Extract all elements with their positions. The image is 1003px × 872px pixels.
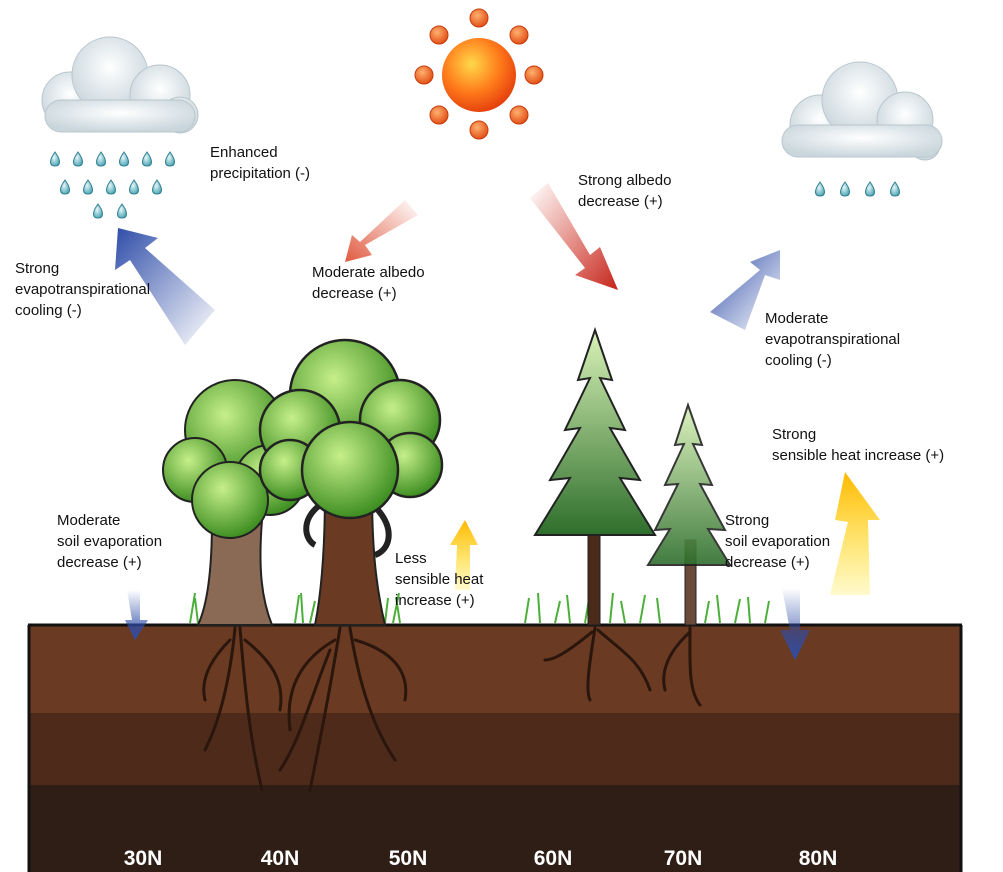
cloud	[42, 37, 198, 133]
annotation-line: decrease (+)	[312, 285, 397, 302]
soil-top	[28, 625, 962, 715]
annotation-line: Less	[395, 550, 427, 567]
rain-drop	[118, 204, 127, 218]
conifer	[648, 405, 730, 565]
annotation: Enhanced precipitation (-)	[210, 144, 310, 182]
rain-drop	[143, 152, 152, 166]
annotation-line: evapotranspirational	[15, 281, 150, 298]
latitude-label: 80N	[799, 847, 838, 870]
latitude-label: 60N	[534, 847, 573, 870]
annotation: Strong albedo decrease (+)	[578, 172, 671, 210]
annotation-line: Enhanced	[210, 144, 278, 161]
annotation-line: cooling (-)	[765, 352, 832, 369]
annotation-line: Strong albedo	[578, 172, 671, 189]
annotation-line: Strong	[725, 512, 769, 529]
annotation-line: Moderate albedo	[312, 264, 425, 281]
annotation-line: decrease (+)	[57, 554, 142, 571]
cloud	[782, 62, 942, 160]
annotation-line: decrease (+)	[578, 193, 663, 210]
annotation-line: sensible heat	[395, 571, 484, 588]
annotation: Strong sensible heat increase (+)	[772, 426, 944, 464]
annotation: Strong soil evaporation decrease (+)	[725, 512, 830, 571]
rain	[51, 152, 900, 218]
latitude-label: 50N	[389, 847, 428, 870]
rain-drop	[866, 182, 875, 196]
annotation-line: Strong	[15, 260, 59, 277]
annotation-line: sensible heat increase (+)	[772, 447, 944, 464]
annotation-line: Moderate	[57, 512, 120, 529]
annotation-line: Moderate	[765, 310, 828, 327]
rain-drop	[841, 182, 850, 196]
annotation: Strong evapotranspirational cooling (-)	[15, 260, 150, 319]
rain-drop	[166, 152, 175, 166]
annotation: Moderate albedo decrease (+)	[312, 264, 425, 302]
rain-drop	[97, 152, 106, 166]
rain-drop	[107, 180, 116, 194]
latitude-label: 30N	[124, 847, 163, 870]
rain-drop	[130, 180, 139, 194]
rain-drop	[94, 204, 103, 218]
tree-crown	[260, 340, 442, 518]
diagram: Enhanced precipitation (-) Strong evapotran…	[0, 0, 1003, 872]
annotation-line: decrease (+)	[725, 554, 810, 571]
annotation: Less sensible heat increase (+)	[395, 550, 484, 609]
rain-drop	[153, 180, 162, 194]
grass	[190, 593, 769, 623]
annotation-line: Strong	[772, 426, 816, 443]
soil-middle	[28, 713, 962, 787]
rain-drop	[51, 152, 60, 166]
sun	[415, 9, 543, 139]
annotation-line: precipitation (-)	[210, 165, 310, 182]
annotation: Moderate evapotranspirational cooling (-)	[765, 310, 900, 369]
annotation-line: soil evaporation	[57, 533, 162, 550]
annotation-line: increase (+)	[395, 592, 475, 609]
rain-drop	[84, 180, 93, 194]
rain-drop	[891, 182, 900, 196]
arrow	[830, 472, 880, 595]
annotation-line: evapotranspirational	[765, 331, 900, 348]
rain-drop	[120, 152, 129, 166]
annotation: Moderate soil evaporation decrease (+)	[57, 512, 162, 571]
annotation-line: soil evaporation	[725, 533, 830, 550]
annotation-line: cooling (-)	[15, 302, 82, 319]
rain-drop	[816, 182, 825, 196]
arrow	[345, 200, 418, 262]
conifer	[535, 330, 655, 535]
rain-drop	[74, 152, 83, 166]
annotations: Enhanced precipitation (-) Strong evapotran…	[15, 144, 944, 609]
latitude-label: 40N	[261, 847, 300, 870]
page: {"annotations": [ {"lines": ["Enhanced",…	[0, 0, 1003, 872]
latitude-label: 70N	[664, 847, 703, 870]
rain-drop	[61, 180, 70, 194]
